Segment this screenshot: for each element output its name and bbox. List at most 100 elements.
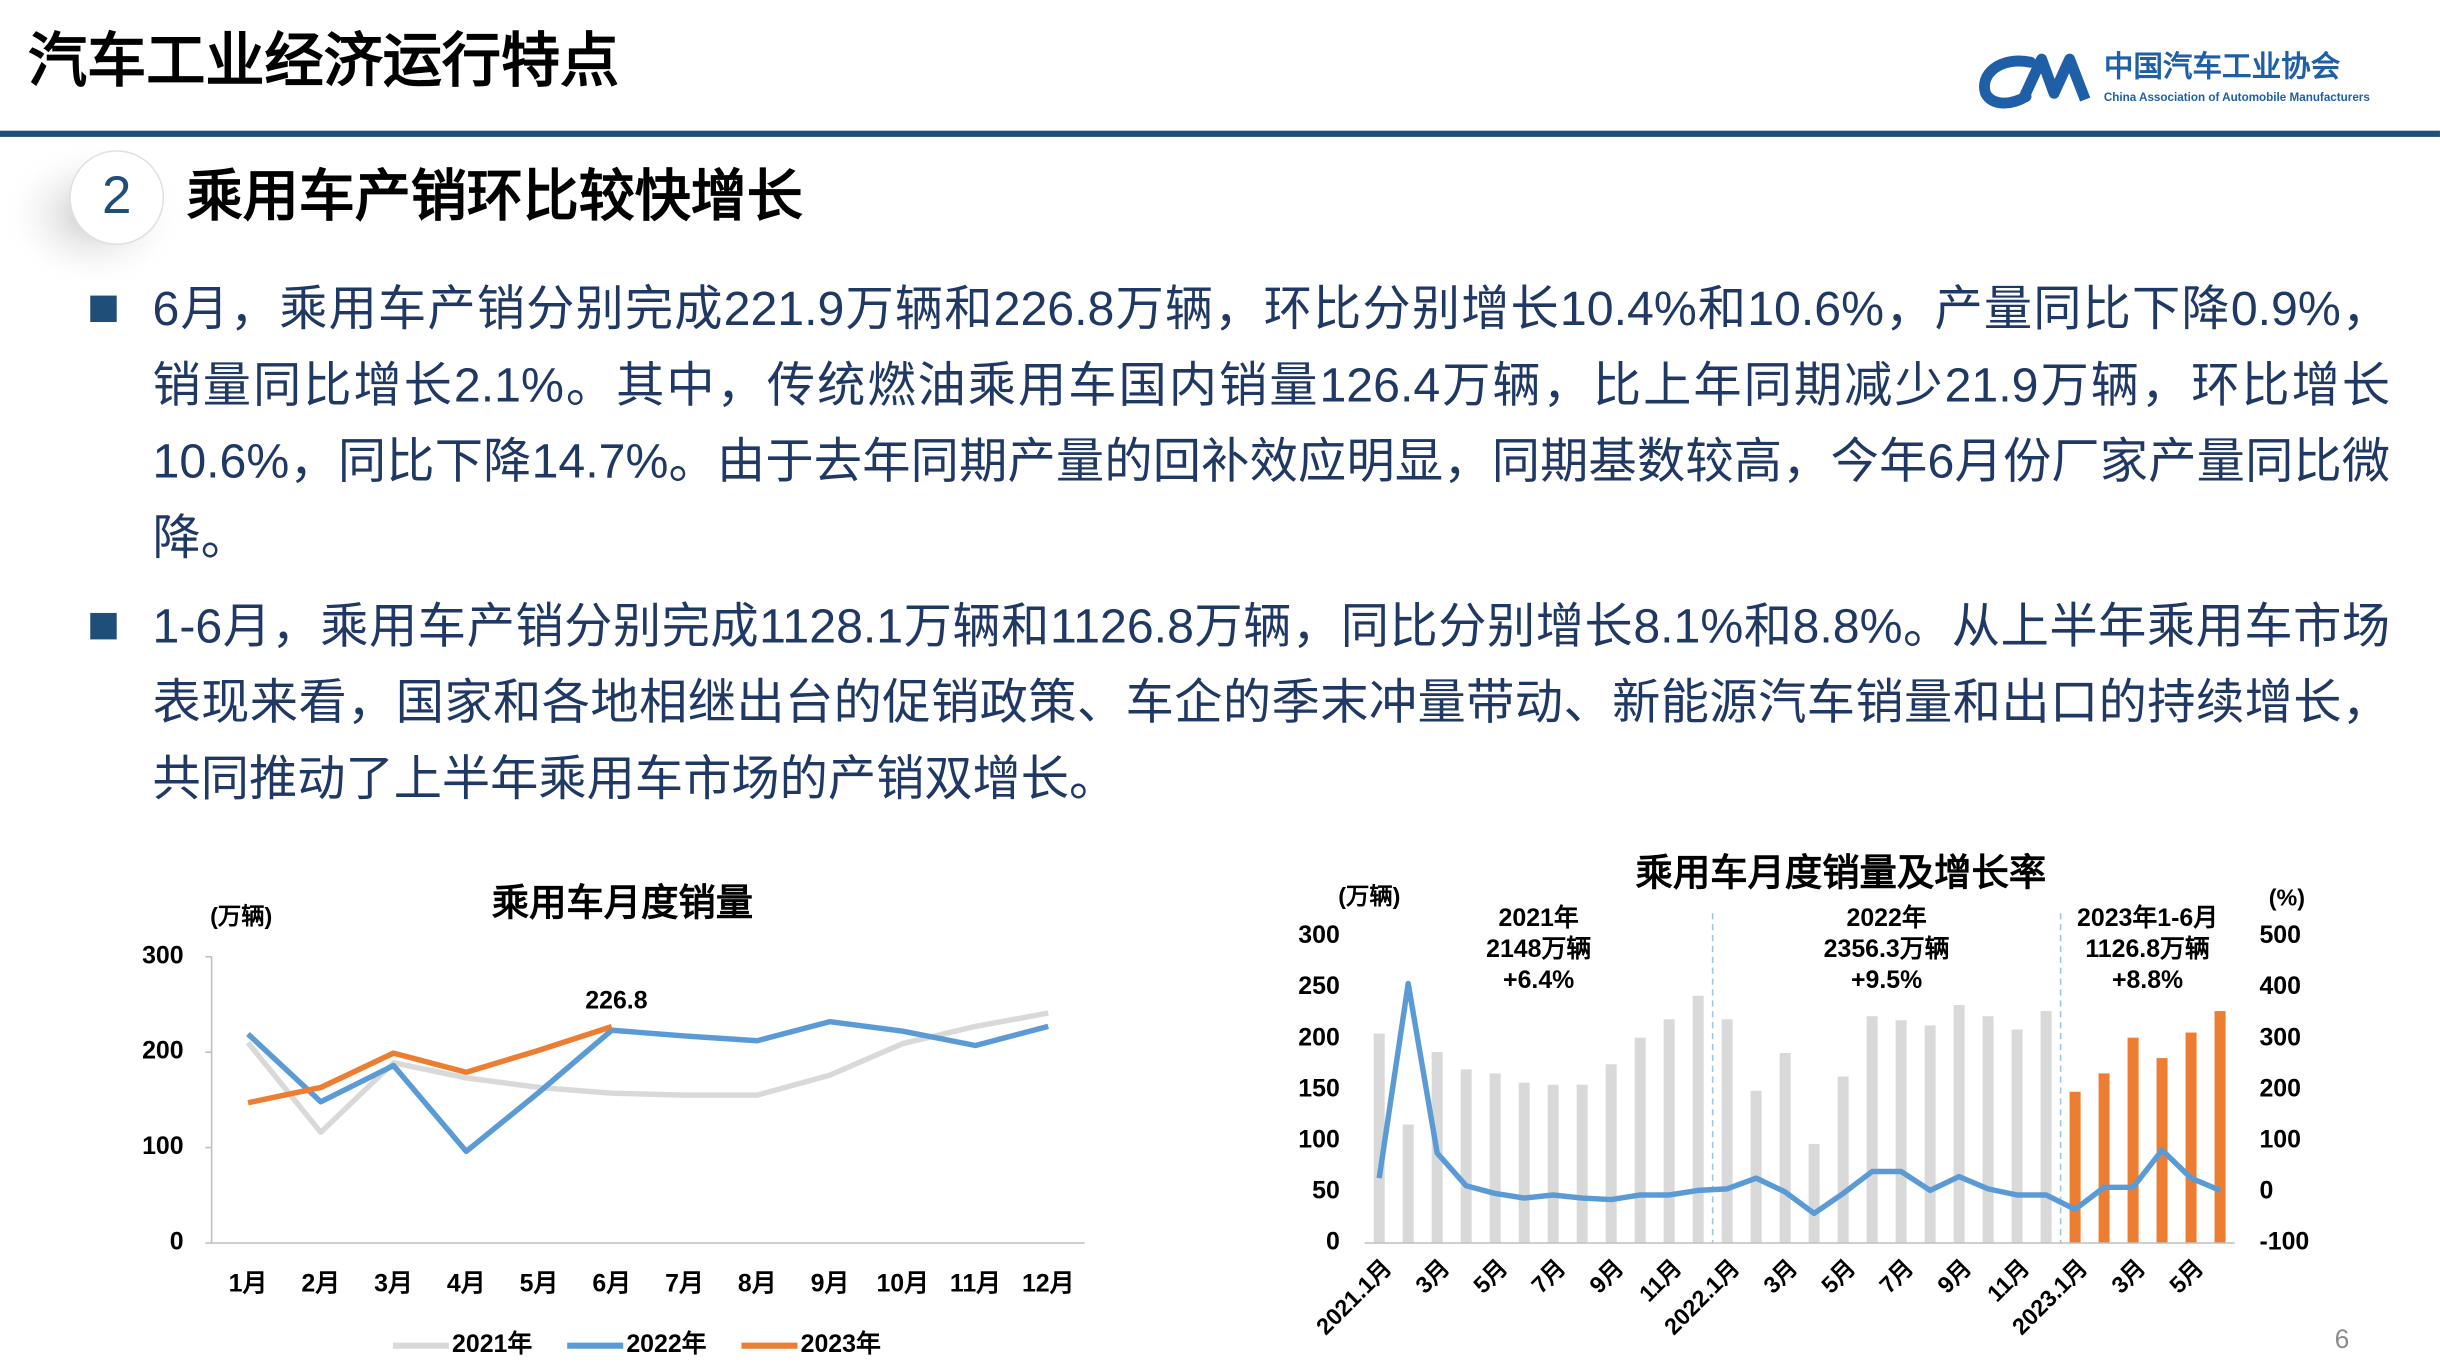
x-tick-label: 7月: [1874, 1254, 1918, 1298]
bar: [2214, 1011, 2226, 1244]
bar: [1663, 1019, 1675, 1244]
bar: [2040, 1011, 2052, 1244]
legend-label: 2021年: [452, 1329, 532, 1358]
x-tick-label: 6月: [592, 1270, 631, 1298]
bar: [2185, 1032, 2197, 1244]
x-tick-label: 1月: [229, 1270, 268, 1298]
x-tick-label: 5月: [2164, 1254, 2208, 1298]
x-tick-label: 2021.1月: [1311, 1254, 1396, 1339]
bar: [1576, 1084, 1588, 1244]
legend-label: 2022年: [626, 1329, 706, 1358]
bar: [1982, 1016, 1994, 1244]
y-tick-label: 0: [170, 1228, 184, 1256]
x-tick-label: 11月: [950, 1270, 1001, 1298]
data-label: 226.8: [585, 986, 647, 1014]
group-annotation: +8.8%: [2112, 966, 2183, 994]
y2-axis-label: (%): [2269, 884, 2305, 910]
group-annotation: +9.5%: [1851, 966, 1922, 994]
y-tick-label: 250: [1298, 972, 1340, 1000]
page-number: 6: [2335, 1324, 2350, 1354]
bar: [1634, 1037, 1646, 1244]
x-tick-label: 3月: [1758, 1254, 1802, 1298]
series-line: [1376, 980, 2222, 1217]
group-annotation: 2148万辆: [1486, 935, 1591, 963]
y-tick-label: 200: [142, 1037, 184, 1065]
bar: [1750, 1090, 1762, 1244]
bar: [1605, 1064, 1617, 1244]
x-tick-label: 5月: [1816, 1254, 1860, 1298]
y2-tick-label: 400: [2259, 972, 2301, 1000]
x-tick-label: 11月: [1634, 1254, 1686, 1306]
chart-title: 乘用车月度销量: [492, 881, 753, 923]
y2-tick-label: -100: [2259, 1228, 2309, 1256]
logo-subtitle: China Association of Automobile Manufact…: [2104, 91, 2370, 104]
bar: [2069, 1091, 2081, 1244]
bar: [1837, 1076, 1849, 1244]
section-number: 2: [102, 166, 131, 225]
series-line: [246, 1018, 1049, 1155]
bar: [1547, 1084, 1559, 1244]
y-axis-label: (万辆): [1338, 883, 1400, 909]
bar: [1373, 1033, 1385, 1244]
bar: [1460, 1069, 1472, 1244]
logo-name: 中国汽车工业协会: [2104, 49, 2341, 83]
y-axis-label: (万辆): [210, 903, 272, 929]
y-tick-label: 300: [142, 941, 184, 969]
group-annotation: 2023年1-6月: [2077, 903, 2218, 932]
x-tick-label: 4月: [447, 1270, 486, 1298]
logo-mark: [1979, 53, 2091, 109]
group-annotation: +6.4%: [1503, 966, 1574, 994]
group-annotation: 1126.8万辆: [2085, 935, 2210, 963]
x-tick-label: 9月: [1584, 1254, 1628, 1298]
y-tick-label: 200: [1298, 1023, 1340, 1051]
bar: [1518, 1082, 1530, 1244]
y-tick-label: 100: [142, 1132, 184, 1160]
bar: [1953, 1004, 1965, 1244]
x-tick-label: 5月: [1468, 1254, 1512, 1298]
x-tick-label: 2月: [301, 1270, 340, 1298]
bar: [1866, 1016, 1878, 1244]
bar: [1721, 1019, 1733, 1244]
y-tick-label: 150: [1298, 1074, 1340, 1102]
section-badge: [69, 150, 165, 246]
series-line: [247, 1024, 613, 1106]
bullet-list: 6月，乘用车产销分别完成221.9万辆和226.8万辆，环比分别增长10.4%和…: [87, 271, 2390, 829]
page-title: 汽车工业经济运行特点: [28, 27, 619, 94]
bar: [1489, 1073, 1501, 1244]
legend-label: 2023年: [801, 1329, 881, 1358]
x-tick-label: 11月: [1982, 1254, 2034, 1306]
y-tick-label: 300: [1298, 921, 1340, 949]
y2-tick-label: 0: [2259, 1177, 2273, 1205]
bar: [1402, 1124, 1414, 1244]
y-tick-label: 50: [1312, 1177, 1340, 1205]
bar: [1895, 1020, 1907, 1244]
bar: [1779, 1052, 1791, 1244]
bar: [1808, 1143, 1820, 1244]
y2-tick-label: 300: [2259, 1023, 2301, 1051]
x-tick-label: 9月: [1932, 1254, 1976, 1298]
x-tick-label: 7月: [665, 1270, 704, 1298]
bullet: 6月，乘用车产销分别完成221.9万辆和226.8万辆，环比分别增长10.4%和…: [87, 271, 2390, 576]
section-title: 乘用车产销环比较快增长: [187, 164, 803, 227]
bar: [1924, 1025, 1936, 1244]
group-annotation: 2022年: [1847, 903, 1927, 932]
y-tick-label: 100: [1298, 1125, 1340, 1153]
x-tick-label: 3月: [1410, 1254, 1454, 1298]
x-tick-label: 7月: [1526, 1254, 1570, 1298]
x-tick-label: 12月: [1022, 1270, 1075, 1298]
x-tick-label: 9月: [811, 1270, 850, 1298]
x-tick-label: 3月: [2106, 1254, 2150, 1298]
x-tick-label: 3月: [374, 1270, 413, 1298]
group-annotation: 2356.3万辆: [1824, 935, 1950, 963]
bar: [2011, 1029, 2023, 1244]
bar: [1692, 995, 1704, 1244]
title-rule: [0, 130, 2440, 137]
x-tick-label: 8月: [738, 1270, 777, 1298]
bullet: 1-6月，乘用车产销分别完成1128.1万辆和1126.8万辆，同比分别增长8.…: [87, 588, 2390, 817]
x-tick-label: 5月: [520, 1270, 559, 1298]
group-annotation: 2021年: [1499, 903, 1579, 932]
y-tick-label: 0: [1326, 1228, 1340, 1256]
bar: [2098, 1073, 2110, 1244]
